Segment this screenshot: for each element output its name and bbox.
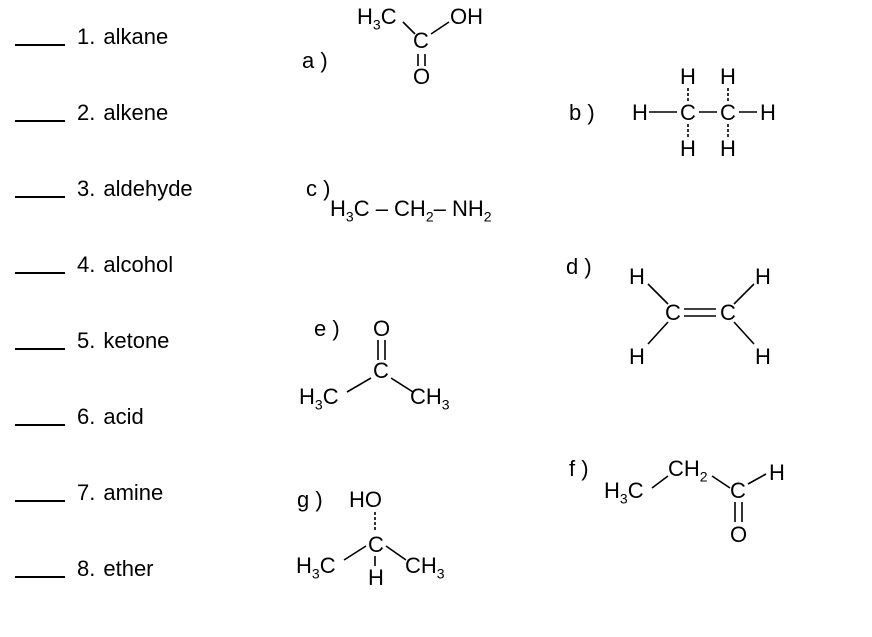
list-item: 4. alcohol <box>15 252 173 278</box>
option-label-b: b ) <box>569 100 595 126</box>
item-term: alcohol <box>103 252 173 278</box>
list-item: 8. ether <box>15 556 154 582</box>
option-label-a: a ) <box>302 48 328 74</box>
answer-blank[interactable] <box>15 484 65 502</box>
item-number: 4. <box>77 252 95 278</box>
bonds-d <box>620 258 800 378</box>
list-item: 7. amine <box>15 480 163 506</box>
option-label-c: c ) <box>306 176 330 202</box>
item-term: alkane <box>103 24 168 50</box>
item-term: amine <box>103 480 163 506</box>
list-item: 1. alkane <box>15 24 168 50</box>
item-term: aldehyde <box>103 176 192 202</box>
list-item: 5. ketone <box>15 328 169 354</box>
item-number: 8. <box>77 556 95 582</box>
list-item: 3. aldehyde <box>15 176 193 202</box>
item-term: ether <box>103 556 153 582</box>
list-item: 6. acid <box>15 404 144 430</box>
item-number: 1. <box>77 24 95 50</box>
item-number: 3. <box>77 176 95 202</box>
bonds-f <box>600 452 810 562</box>
item-term: acid <box>103 404 143 430</box>
answer-blank[interactable] <box>15 104 65 122</box>
item-number: 7. <box>77 480 95 506</box>
worksheet-page: { "list_left_x": 15, "list_items": [ {"n… <box>0 0 872 637</box>
item-term: ketone <box>103 328 169 354</box>
item-number: 5. <box>77 328 95 354</box>
answer-blank[interactable] <box>15 28 65 46</box>
item-number: 6. <box>77 404 95 430</box>
answer-blank[interactable] <box>15 180 65 198</box>
list-item: 2. alkene <box>15 100 168 126</box>
bonds-e <box>295 312 475 422</box>
bonds-b <box>625 60 795 170</box>
answer-blank[interactable] <box>15 560 65 578</box>
item-term: alkene <box>103 100 168 126</box>
option-label-d: d ) <box>566 254 592 280</box>
answer-blank[interactable] <box>15 408 65 426</box>
option-label-f: f ) <box>569 456 589 482</box>
answer-blank[interactable] <box>15 332 65 350</box>
structure-c: H3C – CH2– NH2 <box>330 196 492 224</box>
bonds-g <box>292 484 482 604</box>
bonds-a <box>355 0 505 100</box>
answer-blank[interactable] <box>15 256 65 274</box>
item-number: 2. <box>77 100 95 126</box>
